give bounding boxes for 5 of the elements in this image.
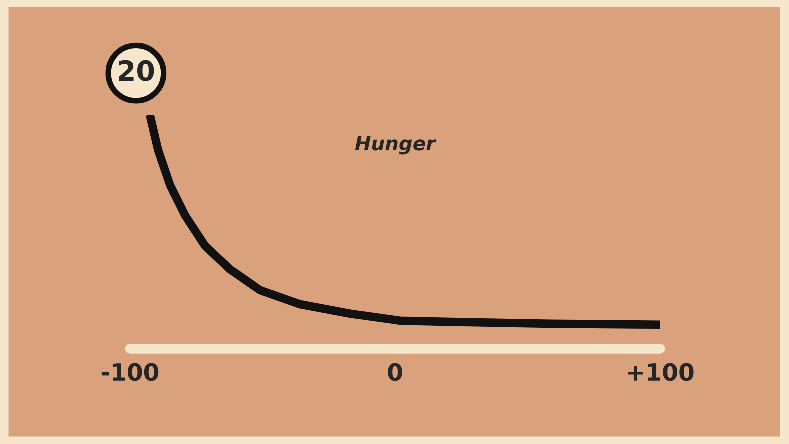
- text: Hunger: [355, 136, 437, 155]
- x-tick-label: -100: [102, 363, 159, 382]
- x-tick-label: 0: [388, 363, 402, 382]
- annotation: 20: [119, 60, 154, 82]
- x-tick-label: +100: [628, 363, 694, 382]
